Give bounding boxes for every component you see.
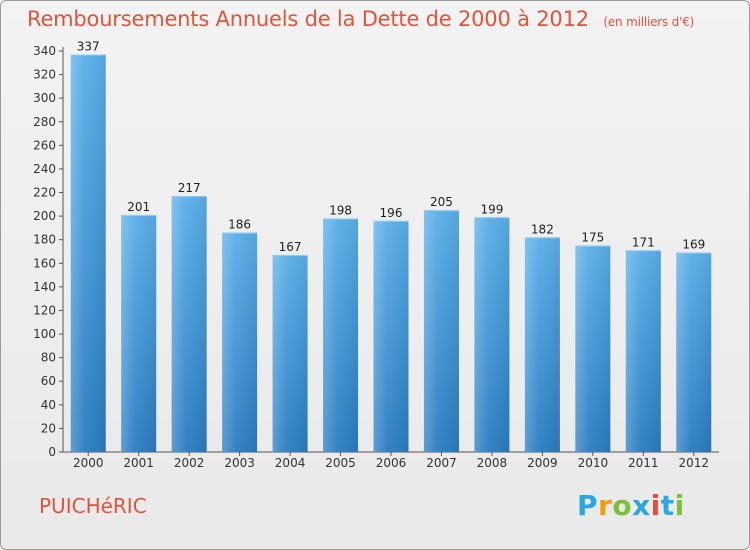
y-tick-label: 20 xyxy=(41,421,56,435)
bar-value-label: 198 xyxy=(329,203,352,217)
bars xyxy=(70,54,712,452)
logo-letter: P xyxy=(577,489,599,522)
y-tick-label: 240 xyxy=(33,162,56,176)
bar-value-label: 337 xyxy=(77,40,100,54)
y-tick-label: 320 xyxy=(33,68,56,82)
x-tick-label: 2002 xyxy=(174,456,205,470)
logo-letter: x xyxy=(632,489,651,522)
x-tick-label: 2012 xyxy=(678,456,709,470)
x-tick-label: 2007 xyxy=(426,456,457,470)
bar-value-label: 205 xyxy=(430,195,453,209)
x-tick-label: 2001 xyxy=(123,456,154,470)
bar-shine xyxy=(70,54,106,452)
axes: 0 20 40 60 80 100 120 140 160 180 200 220 240 260 280 3… xyxy=(33,44,719,459)
bar-value-label: 171 xyxy=(632,235,655,249)
y-tick-label: 200 xyxy=(33,209,56,223)
y-tick-label: 0 xyxy=(48,445,56,459)
x-tick-label: 2006 xyxy=(376,456,407,470)
y-tick-label: 60 xyxy=(41,374,56,388)
x-tick-label: 2010 xyxy=(578,456,609,470)
logo-letter: r xyxy=(598,489,613,522)
bar-value-label: 175 xyxy=(581,231,604,245)
y-tick-label: 40 xyxy=(41,398,56,412)
y-tick-label: 300 xyxy=(33,91,56,105)
logo-letter: o xyxy=(612,489,633,522)
logo-letter: i xyxy=(674,489,685,522)
bar-value-label: 182 xyxy=(531,222,554,236)
bar-shine xyxy=(171,196,207,452)
x-tick-label: 2008 xyxy=(477,456,508,470)
place-name: PUICHéRIC xyxy=(39,494,147,518)
bar-shine xyxy=(222,232,258,452)
y-tick-label: 180 xyxy=(33,233,56,247)
x-tick-label: 2005 xyxy=(325,456,356,470)
y-tick-label: 160 xyxy=(33,256,56,270)
y-tick-label: 260 xyxy=(33,138,56,152)
logo-letter: t xyxy=(660,489,675,522)
bar-value-label: 201 xyxy=(127,200,150,214)
bar-value-label: 217 xyxy=(178,181,201,195)
bar-value-label: 167 xyxy=(279,240,302,254)
chart-title-text: Remboursements Annuels de la Dette de 20… xyxy=(27,7,589,31)
x-tick-label: 2009 xyxy=(527,456,558,470)
chart-unit: (en milliers d'€) xyxy=(603,15,695,29)
y-tick-label: 340 xyxy=(33,44,56,58)
logo-letter: i xyxy=(650,489,661,522)
bar-shine xyxy=(625,250,661,452)
bar-shine xyxy=(272,255,308,452)
proxiti-logo: Proxiti xyxy=(577,489,685,522)
x-tick-label: 2000 xyxy=(73,456,104,470)
bar-shine xyxy=(121,214,157,452)
y-tick-label: 140 xyxy=(33,280,56,294)
bar-shine xyxy=(524,237,560,452)
bar-value-label: 199 xyxy=(480,202,503,216)
y-tick-label: 120 xyxy=(33,303,56,317)
y-tick-label: 220 xyxy=(33,186,56,200)
x-tick-label: 2011 xyxy=(628,456,659,470)
x-tick-label: 2004 xyxy=(275,456,306,470)
bar-shine xyxy=(373,220,409,452)
y-tick-label: 280 xyxy=(33,115,56,129)
y-tick-label: 100 xyxy=(33,327,56,341)
bar-shine xyxy=(676,252,712,452)
bar-value-label: 186 xyxy=(228,218,251,232)
bar-shine xyxy=(423,210,459,452)
bar-value-label: 196 xyxy=(380,206,403,220)
x-tick-label: 2003 xyxy=(224,456,255,470)
bar-shine xyxy=(323,218,359,452)
bar-shine xyxy=(575,245,611,452)
bar-value-label: 169 xyxy=(682,238,705,252)
chart-title: Remboursements Annuels de la Dette de 20… xyxy=(27,7,694,31)
y-tick-label: 80 xyxy=(41,351,56,365)
labels: 337 2000 201 2001 217 2002 186 2003 167 2004 198 20… xyxy=(73,40,709,470)
bar-shine xyxy=(474,217,510,452)
